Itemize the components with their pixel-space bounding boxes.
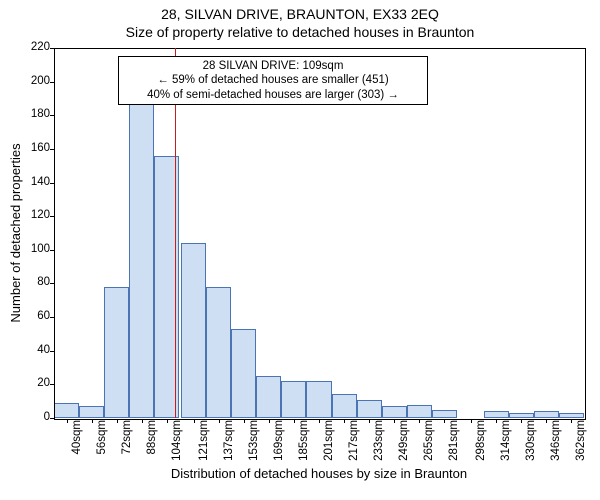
annotation-box: 28 SILVAN DRIVE: 109sqm ← 59% of detache… bbox=[118, 56, 428, 105]
x-tick-label: 56sqm bbox=[96, 420, 108, 468]
x-axis-label: Distribution of detached houses by size … bbox=[54, 466, 584, 481]
annotation-line2: ← 59% of detached houses are smaller (45… bbox=[125, 73, 421, 87]
x-tick-label: 330sqm bbox=[525, 420, 537, 468]
x-tick-label: 298sqm bbox=[475, 420, 487, 468]
y-tick-label: 120 bbox=[24, 209, 50, 221]
x-tick-label: 233sqm bbox=[373, 420, 385, 468]
y-tick-label: 160 bbox=[24, 142, 50, 154]
y-tick-label: 80 bbox=[24, 276, 50, 288]
x-tick-label: 88sqm bbox=[146, 420, 158, 468]
x-tick-label: 265sqm bbox=[423, 420, 435, 468]
x-tick-label: 153sqm bbox=[248, 420, 260, 468]
annotation-line3: 40% of semi-detached houses are larger (… bbox=[125, 88, 421, 102]
y-tick-label: 220 bbox=[24, 41, 50, 53]
x-tick-label: 169sqm bbox=[273, 420, 285, 468]
annotation-line1: 28 SILVAN DRIVE: 109sqm bbox=[125, 59, 421, 73]
x-tick-label: 72sqm bbox=[121, 420, 133, 468]
x-tick-label: 362sqm bbox=[575, 420, 587, 468]
y-tick-label: 200 bbox=[24, 75, 50, 87]
x-tick-label: 281sqm bbox=[448, 420, 460, 468]
x-tick-label: 40sqm bbox=[71, 420, 83, 468]
y-tick-label: 40 bbox=[24, 344, 50, 356]
x-tick-label: 201sqm bbox=[323, 420, 335, 468]
y-tick-label: 20 bbox=[24, 377, 50, 389]
chart-title-desc: Size of property relative to detached ho… bbox=[0, 24, 600, 40]
x-tick-label: 185sqm bbox=[298, 420, 310, 468]
chart-container: 28, SILVAN DRIVE, BRAUNTON, EX33 2EQ Siz… bbox=[0, 0, 600, 500]
y-tick-label: 140 bbox=[24, 176, 50, 188]
x-tick-label: 217sqm bbox=[348, 420, 360, 468]
y-tick-label: 180 bbox=[24, 108, 50, 120]
x-tick-label: 137sqm bbox=[223, 420, 235, 468]
x-tick-label: 104sqm bbox=[171, 420, 183, 468]
y-axis-label: Number of detached properties bbox=[8, 48, 24, 418]
y-tick-label: 60 bbox=[24, 310, 50, 322]
x-tick-label: 249sqm bbox=[398, 420, 410, 468]
x-tick-label: 121sqm bbox=[198, 420, 210, 468]
y-tick-label: 0 bbox=[24, 411, 50, 423]
chart-title-address: 28, SILVAN DRIVE, BRAUNTON, EX33 2EQ bbox=[0, 6, 600, 22]
x-tick-label: 314sqm bbox=[500, 420, 512, 468]
x-tick-label: 346sqm bbox=[550, 420, 562, 468]
y-tick-label: 100 bbox=[24, 243, 50, 255]
